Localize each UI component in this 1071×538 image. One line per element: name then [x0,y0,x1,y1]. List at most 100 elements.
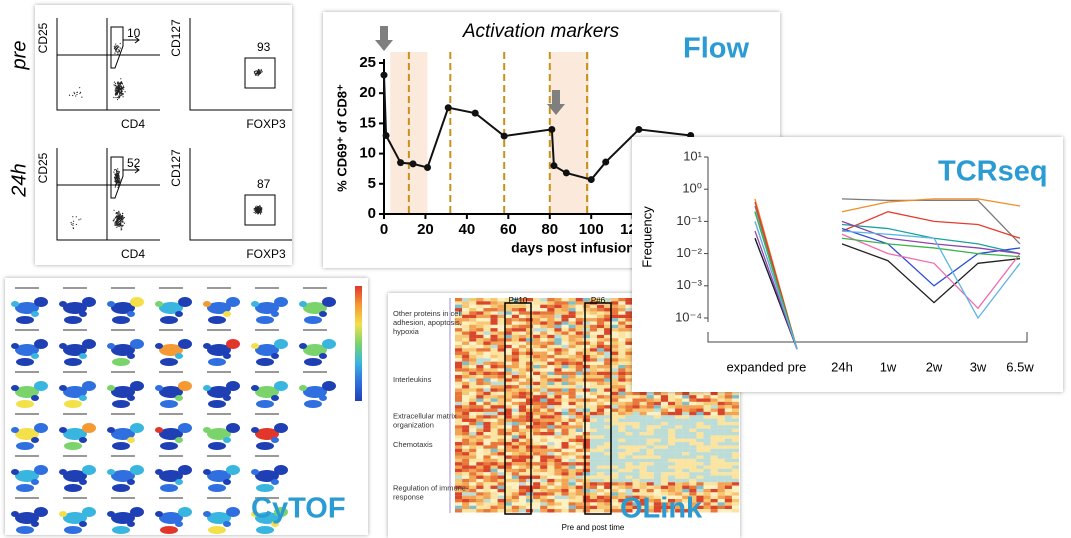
cluster-blob [16,442,34,450]
axes [57,148,160,240]
heatmap-cell [576,378,583,381]
heatmap-cell [526,342,533,345]
heatmap-cell [483,412,490,415]
heatmap-cell [491,506,498,509]
heatmap-cell [661,462,668,465]
heatmap-cell [533,365,540,368]
heatmap-cell [590,432,597,435]
heatmap-cell [491,445,498,448]
cluster-blob [79,395,87,401]
heatmap-cell [569,462,576,465]
heatmap-cell [562,388,569,391]
heatmap-cell [526,352,533,355]
heatmap-cell [547,311,554,314]
event-dot [122,213,123,214]
heatmap-cell [483,315,490,318]
heatmap-cell [483,318,490,321]
heatmap-cell [562,358,569,361]
heatmap-cell [732,496,739,499]
heatmap-cell [519,372,526,375]
heatmap-cell [597,509,604,512]
cluster-blob [251,469,259,475]
heatmap-cell [704,442,711,445]
heatmap-cell [519,308,526,311]
heatmap-cell [590,388,597,391]
heatmap-cell [540,452,547,455]
heatmap-cell [498,439,505,442]
heatmap-cell [476,332,483,335]
heatmap-cell [590,392,597,395]
heatmap-cell [512,415,519,418]
heatmap-cell [604,412,611,415]
heatmap-cell [675,392,682,395]
event-dot [79,93,80,94]
heatmap-cell [540,305,547,308]
heatmap-cell [547,352,554,355]
heatmap-cell [640,452,647,455]
heatmap-cell [547,469,554,472]
heatmap-cell [704,452,711,455]
heatmap-cell [597,388,604,391]
heatmap-cell [732,466,739,469]
heatmap-cell [597,452,604,455]
heatmap-cell [512,462,519,465]
heatmap-cell [540,352,547,355]
heatmap-cell [476,328,483,331]
heatmap-cell [576,308,583,311]
heatmap-cell [498,409,505,412]
heatmap-cell [554,486,561,489]
heatmap-cell [704,449,711,452]
heatmap-cell [562,499,569,502]
event-dot [73,221,74,222]
heatmap-cell [554,328,561,331]
heatmap-cell [540,392,547,395]
heatmap-cell [554,372,561,375]
heatmap-cell [462,368,469,371]
heatmap-cell [469,368,476,371]
heatmap-cell [604,435,611,438]
heatmap-cell [590,342,597,345]
heatmap-cell [469,509,476,512]
heatmap-cell [583,492,590,495]
heatmap-cell [618,466,625,469]
heatmap-cell [505,509,512,512]
heatmap-cell [732,476,739,479]
heatmap-cell [618,321,625,324]
cluster-blob [208,316,226,324]
heatmap-cell [583,506,590,509]
heatmap-cell [633,405,640,408]
heatmap-cell [526,482,533,485]
heatmap-cell [491,435,498,438]
event-dot [115,49,116,50]
heatmap-cell [455,368,462,371]
heatmap-cell [647,482,654,485]
heatmap-cell [618,435,625,438]
heatmap-cell [483,452,490,455]
heatmap-cell [455,435,462,438]
heatmap-cell [498,372,505,375]
heatmap-cell [498,455,505,458]
heatmap-cell [611,378,618,381]
heatmap-cell [533,455,540,458]
heatmap-cell [469,489,476,492]
heatmap-cell [512,509,519,512]
cluster-blob [64,484,82,492]
heatmap-cell [540,462,547,465]
heatmap-cell [718,449,725,452]
data-point [410,160,417,167]
cluster-blob [130,507,144,517]
cluster-blob [160,526,178,534]
heatmap-cell [540,486,547,489]
heatmap-cell [597,459,604,462]
heatmap-cell [505,355,512,358]
heatmap-cell [611,425,618,428]
heatmap-cell [512,399,519,402]
heatmap-cell [668,419,675,422]
event-dot [72,216,73,217]
heatmap-cell [498,422,505,425]
cluster-blob [31,395,39,401]
heatmap-cell [583,308,590,311]
heatmap-cell [696,466,703,469]
heatmap-cell [618,375,625,378]
heatmap-cell [611,335,618,338]
